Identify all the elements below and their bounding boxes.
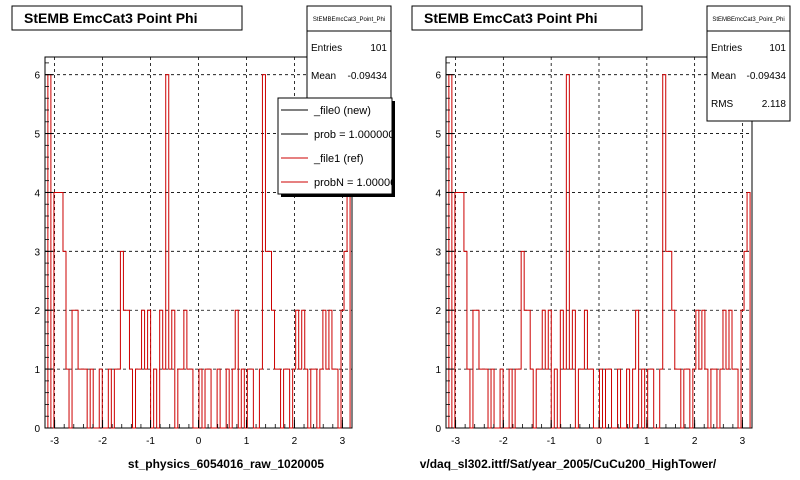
- y-tick-label: 4: [34, 188, 40, 199]
- stats-label: RMS: [711, 99, 734, 110]
- y-tick-label: 0: [34, 424, 40, 435]
- stats-box: [706, 5, 791, 122]
- y-tick-label: 3: [34, 247, 40, 258]
- x-tick-label: 0: [196, 436, 202, 447]
- stats-value: -0.09434: [348, 71, 388, 82]
- legend-entry: _file1 (ref): [313, 153, 364, 165]
- y-tick-label: 1: [34, 365, 40, 376]
- y-tick-label: 5: [435, 130, 441, 141]
- x-tick-label: -3: [451, 436, 460, 447]
- chart-title: StEMB EmcCat3 Point Phi: [424, 10, 597, 26]
- stats-title: StEMBEmcCat3_Point_Phi: [313, 17, 385, 23]
- x-axis-label: st_physics_6054016_raw_1020005: [128, 457, 324, 471]
- stats-label: Entries: [711, 43, 742, 54]
- x-tick-label: 2: [692, 436, 698, 447]
- stats-value: -0.09434: [747, 71, 787, 82]
- x-tick-label: -2: [98, 436, 107, 447]
- title-box: [411, 5, 643, 31]
- legend-entry: prob = 1.000000: [314, 129, 394, 141]
- stats-label: Mean: [311, 71, 336, 82]
- x-tick-label: -2: [499, 436, 508, 447]
- x-tick-label: 3: [340, 436, 346, 447]
- legend-box: [277, 97, 393, 195]
- histogram-pad-1: -3 -2 -1 0 1 2 3 0 1 2 3 4 5 6 StEMB EmcCat3 Point Phi…: [11, 5, 402, 471]
- x-tick-label: 3: [740, 436, 746, 447]
- legend-entry: probN = 1.000000: [314, 177, 402, 189]
- legend-entry: _file0 (new): [313, 105, 371, 117]
- title-box: [11, 5, 243, 31]
- x-tick-label: 1: [644, 436, 650, 447]
- chart-title: StEMB EmcCat3 Point Phi: [24, 10, 197, 26]
- stats-title: StEMBEmcCat3_Point_Phi: [712, 17, 784, 23]
- legend: _file0 (new) prob = 1.000000 _file1 (ref) p…: [277, 97, 402, 197]
- stats-label: Mean: [711, 71, 736, 82]
- x-tick-label: -3: [50, 436, 59, 447]
- stats-value: 2.118: [762, 99, 787, 110]
- histogram-pad-2: -3 -2 -1 0 1 2 3 0 1 2 3 4 5 6 StEMB EmcCat3 Point Phi…: [411, 5, 791, 471]
- stats-label: Entries: [311, 43, 342, 54]
- x-tick-label: -1: [547, 436, 556, 447]
- y-tick-label: 0: [435, 424, 441, 435]
- x-tick-label: 0: [596, 436, 602, 447]
- histogram-series-1: [448, 74, 751, 429]
- x-tick-label: 2: [292, 436, 298, 447]
- y-tick-label: 4: [435, 188, 441, 199]
- x-tick-label: 1: [244, 436, 250, 447]
- x-axis-label: v/daq_sl302.ittf/Sat/year_2005/CuCu200_H…: [420, 457, 717, 471]
- stats-value: 101: [370, 43, 387, 54]
- y-tick-label: 3: [435, 247, 441, 258]
- y-tick-label: 2: [435, 306, 441, 317]
- histogram-series-1: [47, 74, 351, 429]
- stats-value: 101: [769, 43, 786, 54]
- y-tick-label: 2: [34, 306, 40, 317]
- y-tick-label: 6: [34, 71, 40, 82]
- y-tick-label: 6: [435, 71, 441, 82]
- y-tick-label: 5: [34, 130, 40, 141]
- y-tick-label: 1: [435, 365, 441, 376]
- x-tick-label: -1: [146, 436, 155, 447]
